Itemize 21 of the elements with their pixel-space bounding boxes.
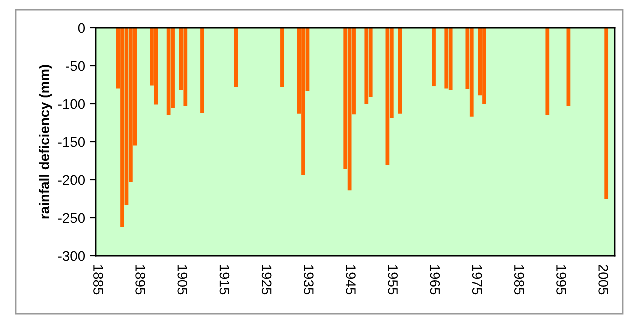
x-tick-label: 1915 [220, 265, 230, 295]
x-tick-label: 1905 [178, 265, 188, 295]
x-tick-label: 1965 [430, 265, 440, 295]
y-tick-label: -200 [58, 175, 86, 186]
x-tick-label: 2005 [598, 265, 608, 295]
y-axis-title: rainfall deficiency (mm) [39, 65, 52, 219]
y-tick-label: 0 [78, 23, 86, 34]
x-tick-label: 1895 [136, 265, 146, 295]
x-tick-label: 1885 [94, 265, 104, 295]
y-tick-label: -50 [66, 61, 86, 72]
x-tick-label: 1925 [262, 265, 272, 295]
y-tick-label: -150 [58, 137, 86, 148]
y-tick-label: -250 [58, 213, 86, 224]
x-tick-label: 1995 [556, 265, 566, 295]
x-tick-label: 1955 [388, 265, 398, 295]
x-tick-label: 1935 [304, 265, 314, 295]
x-tick-label: 1945 [346, 265, 356, 295]
x-tick-label: 1975 [472, 265, 482, 295]
x-tick-label: 1985 [514, 265, 524, 295]
y-tick-label: -100 [58, 99, 86, 110]
y-tick-label: -300 [58, 251, 86, 262]
